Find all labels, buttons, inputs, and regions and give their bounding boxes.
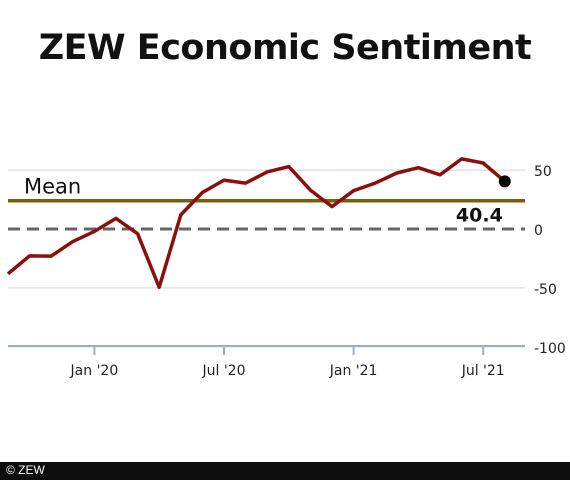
x-tick-label: Jul '20 [201,363,245,379]
last-value-label: 40.4 [456,205,503,227]
chart-title: ZEW Economic Sentiment [38,28,532,68]
last-value-marker [498,175,511,188]
footer-bar: © ZEW [0,462,570,480]
y-tick-label: -100 [534,341,566,357]
series-line [6,157,506,290]
mean-label: Mean [24,175,81,199]
y-tick-label: 0 [534,223,543,239]
y-tick-label: -50 [534,282,557,298]
chart-plot: Mean 50 0 -50 -100 Jan '20 Jul '20 Jan '21 Jul '… [6,157,566,379]
copyright-text: © ZEW [6,463,45,477]
x-tick-label: Jan '21 [329,363,378,379]
x-tick-label: Jul '21 [461,363,505,379]
y-tick-label: 50 [534,164,552,180]
x-tick-label: Jan '20 [70,363,119,379]
